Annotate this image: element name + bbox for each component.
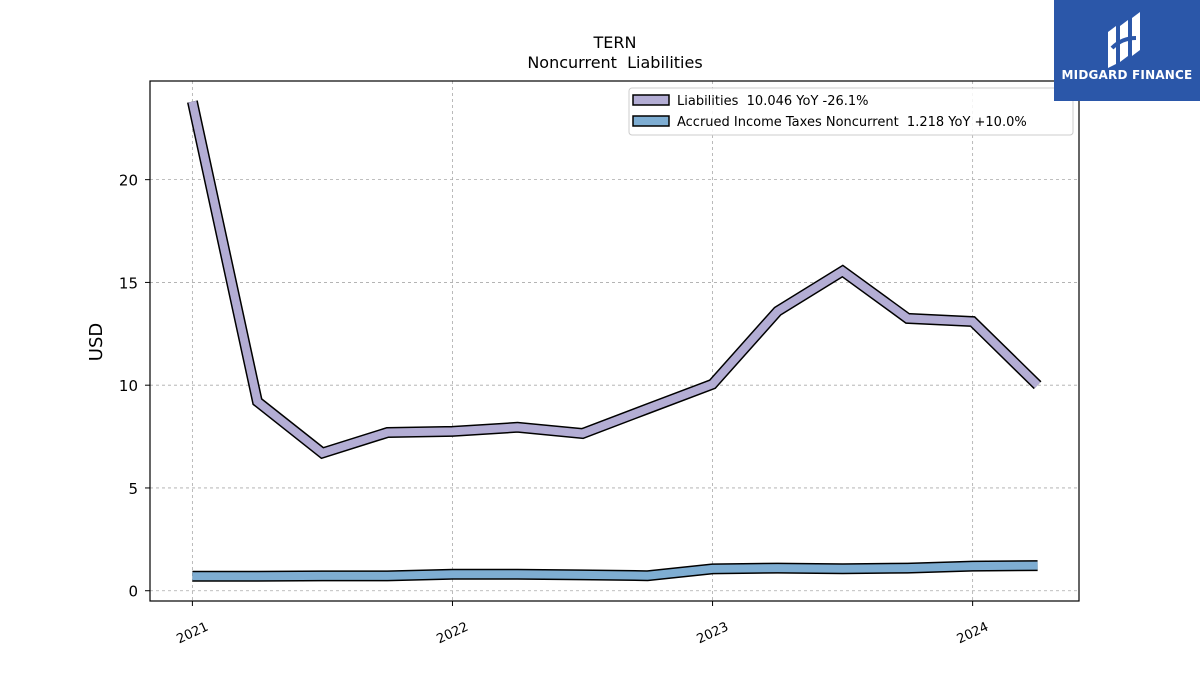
legend-label-accrued-income-taxes: Accrued Income Taxes Noncurrent 1.218 Yo… [677, 115, 1027, 130]
x-tick-label: 2021 [174, 620, 210, 648]
y-tick-label: 10 [119, 377, 138, 395]
plot-frame [149, 80, 1080, 602]
x-tick-label: 2024 [955, 620, 991, 648]
grid [150, 81, 1079, 601]
series-outline-liabilities [187, 100, 1042, 460]
legend-box [628, 87, 1074, 136]
series-liabilities [187, 100, 1042, 460]
x-tick-label: 2023 [695, 620, 731, 648]
legend-swatch-liabilities [632, 94, 670, 106]
series-layer [187, 100, 1042, 582]
series-accrued-income-taxes-noncurrent [192, 560, 1038, 582]
y-tick-label: 20 [119, 172, 138, 190]
series-line-liabilities [188, 100, 1041, 458]
midgard-logo-icon [1108, 12, 1140, 68]
series-line-accrued-income-taxes-noncurrent [192, 561, 1038, 581]
brand-name: MIDGARD FINANCE [1061, 68, 1193, 82]
chart-title: TERN [593, 33, 637, 52]
chart-subtitle: Noncurrent Liabilities [527, 53, 702, 72]
legend-swatch-accrued-income-taxes [632, 115, 670, 127]
x-tick-label: 2022 [435, 620, 471, 648]
y-tick-label: 0 [128, 583, 138, 601]
y-tick-label: 5 [128, 480, 138, 498]
legend: Liabilities 10.046 YoY -26.1% Accrued In… [628, 87, 1074, 136]
y-tick-label: 15 [119, 274, 138, 292]
y-axis-label: USD [86, 323, 107, 361]
brand-logo: MIDGARD FINANCE [1054, 0, 1200, 101]
legend-label-liabilities: Liabilities 10.046 YoY -26.1% [677, 94, 869, 109]
